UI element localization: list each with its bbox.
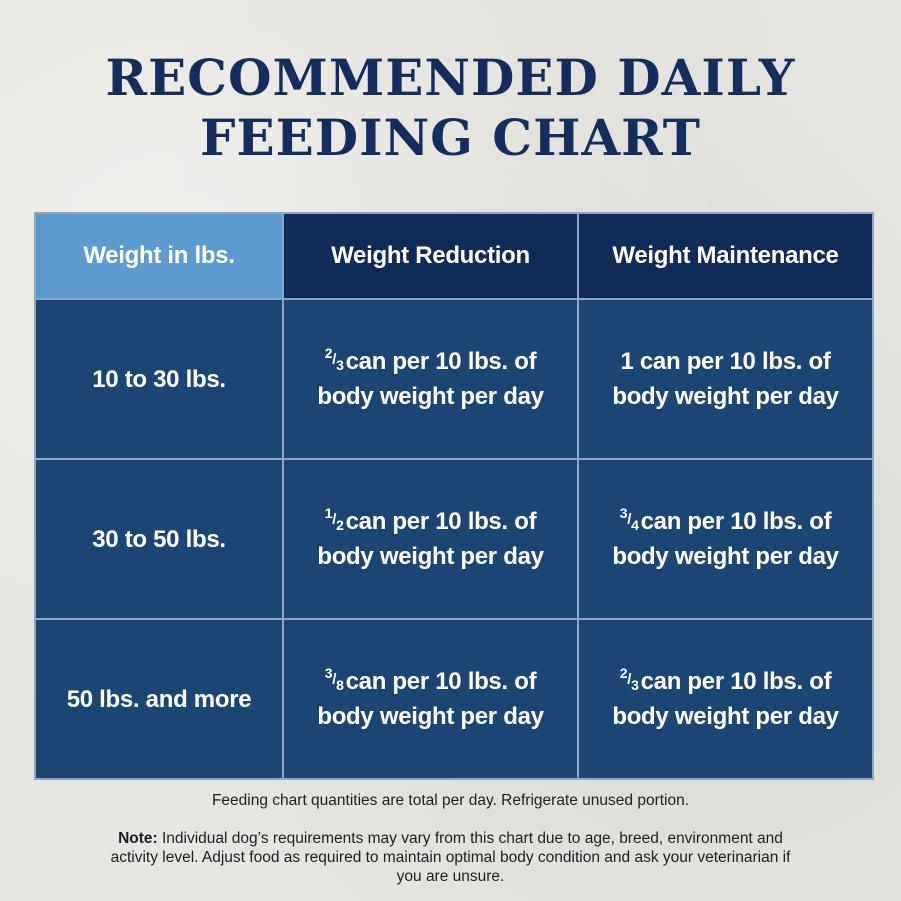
amount-text-line-2: body weight per day <box>612 543 839 570</box>
fraction-denominator: 4 <box>631 517 639 533</box>
amount-text-line-2: body weight per day <box>317 703 544 730</box>
table-row: 30 to 50 lbs. 1/2can per 10 lbs. of body… <box>34 458 874 620</box>
amount-text-line-2: body weight per day <box>317 543 544 570</box>
table-header-row: Weight in lbs. Weight Reduction Weight M… <box>34 212 874 300</box>
note-label: Note: <box>118 830 158 847</box>
maintenance-cell: 3/4can per 10 lbs. of body weight per da… <box>577 458 874 620</box>
fraction-denominator: 8 <box>336 677 344 693</box>
note-paragraph: Note: Individual dog’s requirements may … <box>100 829 801 886</box>
header-weight-reduction: Weight Reduction <box>282 212 579 300</box>
amount-text: can per 10 lbs. of <box>345 668 537 695</box>
chart-title-line-1: RECOMMENDED DAILY <box>105 48 796 107</box>
fraction: 2/3 <box>619 665 639 693</box>
amount-text: can per 10 lbs. of <box>640 668 832 695</box>
header-weight-maintenance: Weight Maintenance <box>577 212 874 300</box>
amount-text-line-2: body weight per day <box>317 383 544 410</box>
fraction: 3/4 <box>619 505 639 533</box>
maintenance-cell: 2/3can per 10 lbs. of body weight per da… <box>577 618 874 780</box>
footnote-quantities: Feeding chart quantities are total per d… <box>211 792 690 809</box>
reduction-cell: 3/8can per 10 lbs. of body weight per da… <box>282 618 579 780</box>
chart-title-line-2: FEEDING CHART <box>200 108 701 167</box>
fraction-numerator: 3 <box>324 665 333 681</box>
feeding-chart-table: Weight in lbs. Weight Reduction Weight M… <box>34 212 874 780</box>
amount-text: 1 can per 10 lbs. of <box>620 348 831 375</box>
fraction-numerator: 3 <box>619 505 628 521</box>
fraction-denominator: 2 <box>336 517 344 533</box>
amount-text: can per 10 lbs. of <box>345 508 537 535</box>
fraction-numerator: 2 <box>324 345 333 361</box>
fraction-numerator: 1 <box>324 505 333 521</box>
header-weight: Weight in lbs. <box>34 212 284 300</box>
fraction: 3/8 <box>324 665 344 693</box>
fraction-denominator: 3 <box>336 357 344 373</box>
amount-text-line-2: body weight per day <box>612 383 839 410</box>
fraction-numerator: 2 <box>619 665 628 681</box>
table-row: 50 lbs. and more 3/8can per 10 lbs. of b… <box>34 618 874 780</box>
weight-range-cell: 30 to 50 lbs. <box>34 458 284 620</box>
amount-text: can per 10 lbs. of <box>345 348 537 375</box>
fraction: 1/2 <box>324 505 344 533</box>
weight-range-cell: 50 lbs. and more <box>34 618 284 780</box>
fraction-denominator: 3 <box>631 677 639 693</box>
reduction-cell: 2/3can per 10 lbs. of body weight per da… <box>282 298 579 460</box>
table-row: 10 to 30 lbs. 2/3can per 10 lbs. of body… <box>34 298 874 460</box>
note-text: Individual dog’s requirements may vary f… <box>110 830 791 885</box>
amount-text-line-2: body weight per day <box>612 703 839 730</box>
amount-text: can per 10 lbs. of <box>640 508 832 535</box>
maintenance-cell: 1 can per 10 lbs. of body weight per day <box>577 298 874 460</box>
reduction-cell: 1/2can per 10 lbs. of body weight per da… <box>282 458 579 620</box>
fraction: 2/3 <box>324 345 344 373</box>
weight-range-cell: 10 to 30 lbs. <box>34 298 284 460</box>
